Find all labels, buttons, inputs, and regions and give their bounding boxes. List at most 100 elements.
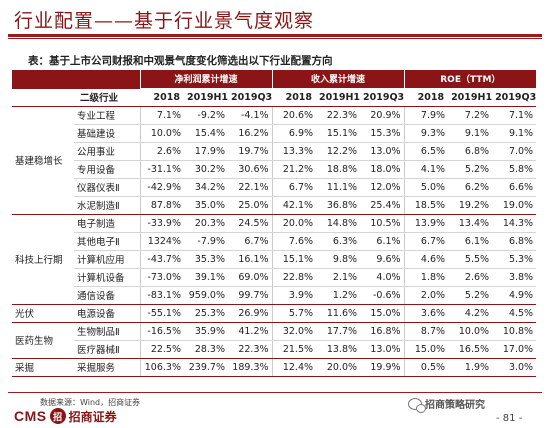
- metric-value-cell: 35.0%: [184, 196, 228, 215]
- table-row: 基建稳增长 专业工程 7.1% -9.2% -4.1% 20.6% 22.3% 20.9% 7.…: [12, 106, 537, 215]
- period-column-header: 2018: [272, 87, 317, 107]
- metric-value-cell: 28.3%: [184, 340, 228, 359]
- period-column-header: 2019H1: [184, 87, 228, 107]
- industry-name: 计算机应用: [74, 250, 140, 269]
- industry-column-header: 二级行业: [74, 87, 140, 107]
- metric-value-cell: 4.5%: [492, 304, 537, 323]
- period-column-header: 2019Q3: [360, 87, 405, 107]
- metric-value-cell: 25.4%: [360, 196, 405, 215]
- cms-logo-mark-icon: 招: [49, 408, 66, 424]
- industry-name: 电源设备: [74, 304, 140, 323]
- metric-value-cell: -7.9%: [184, 232, 228, 251]
- metric-value-cell: 3.9%: [271, 286, 317, 305]
- table-row: 仪器仪表Ⅱ -42.9% 34.2% 22.1% 6.7% 11.1% 12.0% 5.0% 6…: [12, 178, 537, 197]
- metric-value-cell: 6.8%: [492, 232, 537, 251]
- metric-value-cell: 6.1%: [360, 232, 405, 251]
- metric-value-cell: 16.1%: [228, 250, 273, 269]
- metric-value-cell: 69.0%: [228, 268, 273, 287]
- metric-value-cell: 6.3%: [316, 232, 361, 251]
- industry-name: 其他电子Ⅱ: [74, 232, 140, 251]
- metric-value-cell: 2.1%: [316, 268, 361, 287]
- metric-value-cell: 0.5%: [403, 358, 449, 377]
- metric-value-cell: 239.7%: [184, 358, 228, 377]
- metric-value-cell: 14.3%: [492, 214, 537, 233]
- metric-value-cell: -73.0%: [139, 268, 184, 287]
- metric-value-cell: 13.9%: [403, 214, 449, 233]
- industry-name: 专业工程: [74, 106, 140, 125]
- metric-value-cell: 16.2%: [228, 124, 273, 143]
- metric-value-cell: -83.1%: [139, 286, 184, 305]
- metric-value-cell: 20.9%: [360, 106, 405, 125]
- metric-value-cell: 15.1%: [271, 250, 317, 269]
- metric-value-cell: 9.6%: [360, 250, 405, 269]
- metric-value-cell: 18.5%: [403, 196, 449, 215]
- industry-name: 基础建设: [74, 124, 140, 143]
- metric-value-cell: 959.0%: [184, 286, 228, 305]
- period-column-header: 2018: [404, 87, 449, 107]
- data-source: 数据来源：Wind，招商证券: [40, 398, 141, 407]
- metric-value-cell: 19.2%: [448, 196, 493, 215]
- metric-value-cell: 6.1%: [448, 232, 493, 251]
- metric-value-cell: 6.7%: [271, 178, 317, 197]
- metric-value-cell: 13.4%: [448, 214, 493, 233]
- metric-value-cell: 5.3%: [492, 250, 537, 269]
- metric-value-cell: 189.3%: [228, 358, 273, 377]
- sector-group-label: 采掘: [12, 358, 74, 377]
- metric-value-cell: 7.9%: [403, 106, 449, 125]
- metric-group-header: 收入累计增速: [271, 70, 405, 89]
- table-row: 计算机应用 -43.7% 35.3% 16.1% 15.1% 9.8% 9.6% 4.6% 5.…: [12, 250, 537, 269]
- metric-value-cell: 15.0%: [360, 304, 405, 323]
- table-row: 水泥制造Ⅱ 87.8% 35.0% 25.0% 42.1% 36.8% 25.4% 18.5%…: [12, 196, 537, 215]
- industry-allocation-table: 净利润累计增速 收入累计增速 ROE（TTM） 二级行业 2018 2019H1 2019Q…: [12, 70, 537, 377]
- sector-group-label: 医药生物: [12, 322, 74, 359]
- metric-value-cell: -4.1%: [228, 106, 273, 125]
- industry-name: 采掘服务: [74, 358, 140, 377]
- metric-value-cell: 25.3%: [184, 304, 228, 323]
- metric-value-cell: 1.8%: [403, 268, 449, 287]
- metric-value-cell: 24.5%: [228, 214, 273, 233]
- metric-value-cell: 9.1%: [448, 124, 493, 143]
- table-row: 专用设备 -31.1% 30.2% 30.6% 21.2% 18.8% 18.0% 4.1% 5…: [12, 160, 537, 179]
- metric-value-cell: 5.2%: [448, 160, 493, 179]
- metric-value-cell: 22.3%: [316, 106, 361, 125]
- metric-value-cell: 26.9%: [228, 304, 273, 323]
- metric-value-cell: 2.0%: [403, 286, 449, 305]
- metric-value-cell: 11.1%: [316, 178, 361, 197]
- table-row: 光伏 电源设备 -55.1% 25.3% 26.9% 5.7% 11.6% 15.0% 3.6%…: [12, 304, 537, 323]
- metric-value-cell: -43.7%: [139, 250, 184, 269]
- metric-value-cell: 10.0%: [448, 322, 493, 341]
- metric-value-cell: 20.6%: [271, 106, 317, 125]
- table-caption: 表：基于上市公司财报和中观景气度变化筛选出以下行业配置方向: [28, 55, 333, 67]
- metric-value-cell: 22.8%: [271, 268, 317, 287]
- metric-value-cell: 2.6%: [448, 268, 493, 287]
- metric-value-cell: 35.9%: [184, 322, 228, 341]
- cms-logo: CMS 招 招商证券: [14, 406, 117, 426]
- metric-value-cell: 13.0%: [360, 340, 405, 359]
- table-row: 医药生物 生物制品Ⅱ -16.5% 35.9% 41.2% 32.0% 17.7% 16.8%…: [12, 322, 537, 359]
- cms-logo-name: 招商证券: [68, 409, 117, 424]
- wechat-icon: [408, 397, 426, 413]
- metric-value-cell: 39.1%: [184, 268, 228, 287]
- metric-value-cell: 6.6%: [492, 178, 537, 197]
- metric-value-cell: 20.0%: [316, 358, 361, 377]
- metric-value-cell: 7.1%: [492, 106, 537, 125]
- metric-value-cell: 6.7%: [403, 232, 449, 251]
- industry-name: 医疗器械Ⅱ: [74, 340, 140, 359]
- industry-name: 生物制品Ⅱ: [74, 322, 140, 341]
- metric-value-cell: 3.0%: [492, 358, 537, 377]
- industry-name: 公用事业: [74, 142, 140, 161]
- metric-value-cell: 21.5%: [271, 340, 317, 359]
- industry-name: 计算机设备: [74, 268, 140, 287]
- metric-value-cell: 2.6%: [139, 142, 184, 161]
- metric-value-cell: 9.1%: [492, 124, 537, 143]
- table-row: 采掘 采掘服务 106.3% 239.7% 189.3% 12.4% 20.0% 19.9% 0…: [12, 358, 537, 377]
- wechat-watermark: 招商策略研究: [408, 396, 485, 413]
- metric-value-cell: -9.2%: [184, 106, 228, 125]
- metric-value-cell: 6.7%: [228, 232, 273, 251]
- metric-value-cell: 17.7%: [316, 322, 361, 341]
- page-title: 行业配置——基于行业景气度观察: [14, 10, 315, 32]
- metric-value-cell: 13.3%: [271, 142, 317, 161]
- metric-value-cell: 4.1%: [403, 160, 449, 179]
- industry-name: 水泥制造Ⅱ: [74, 196, 140, 215]
- title-divider-thin: [8, 38, 542, 39]
